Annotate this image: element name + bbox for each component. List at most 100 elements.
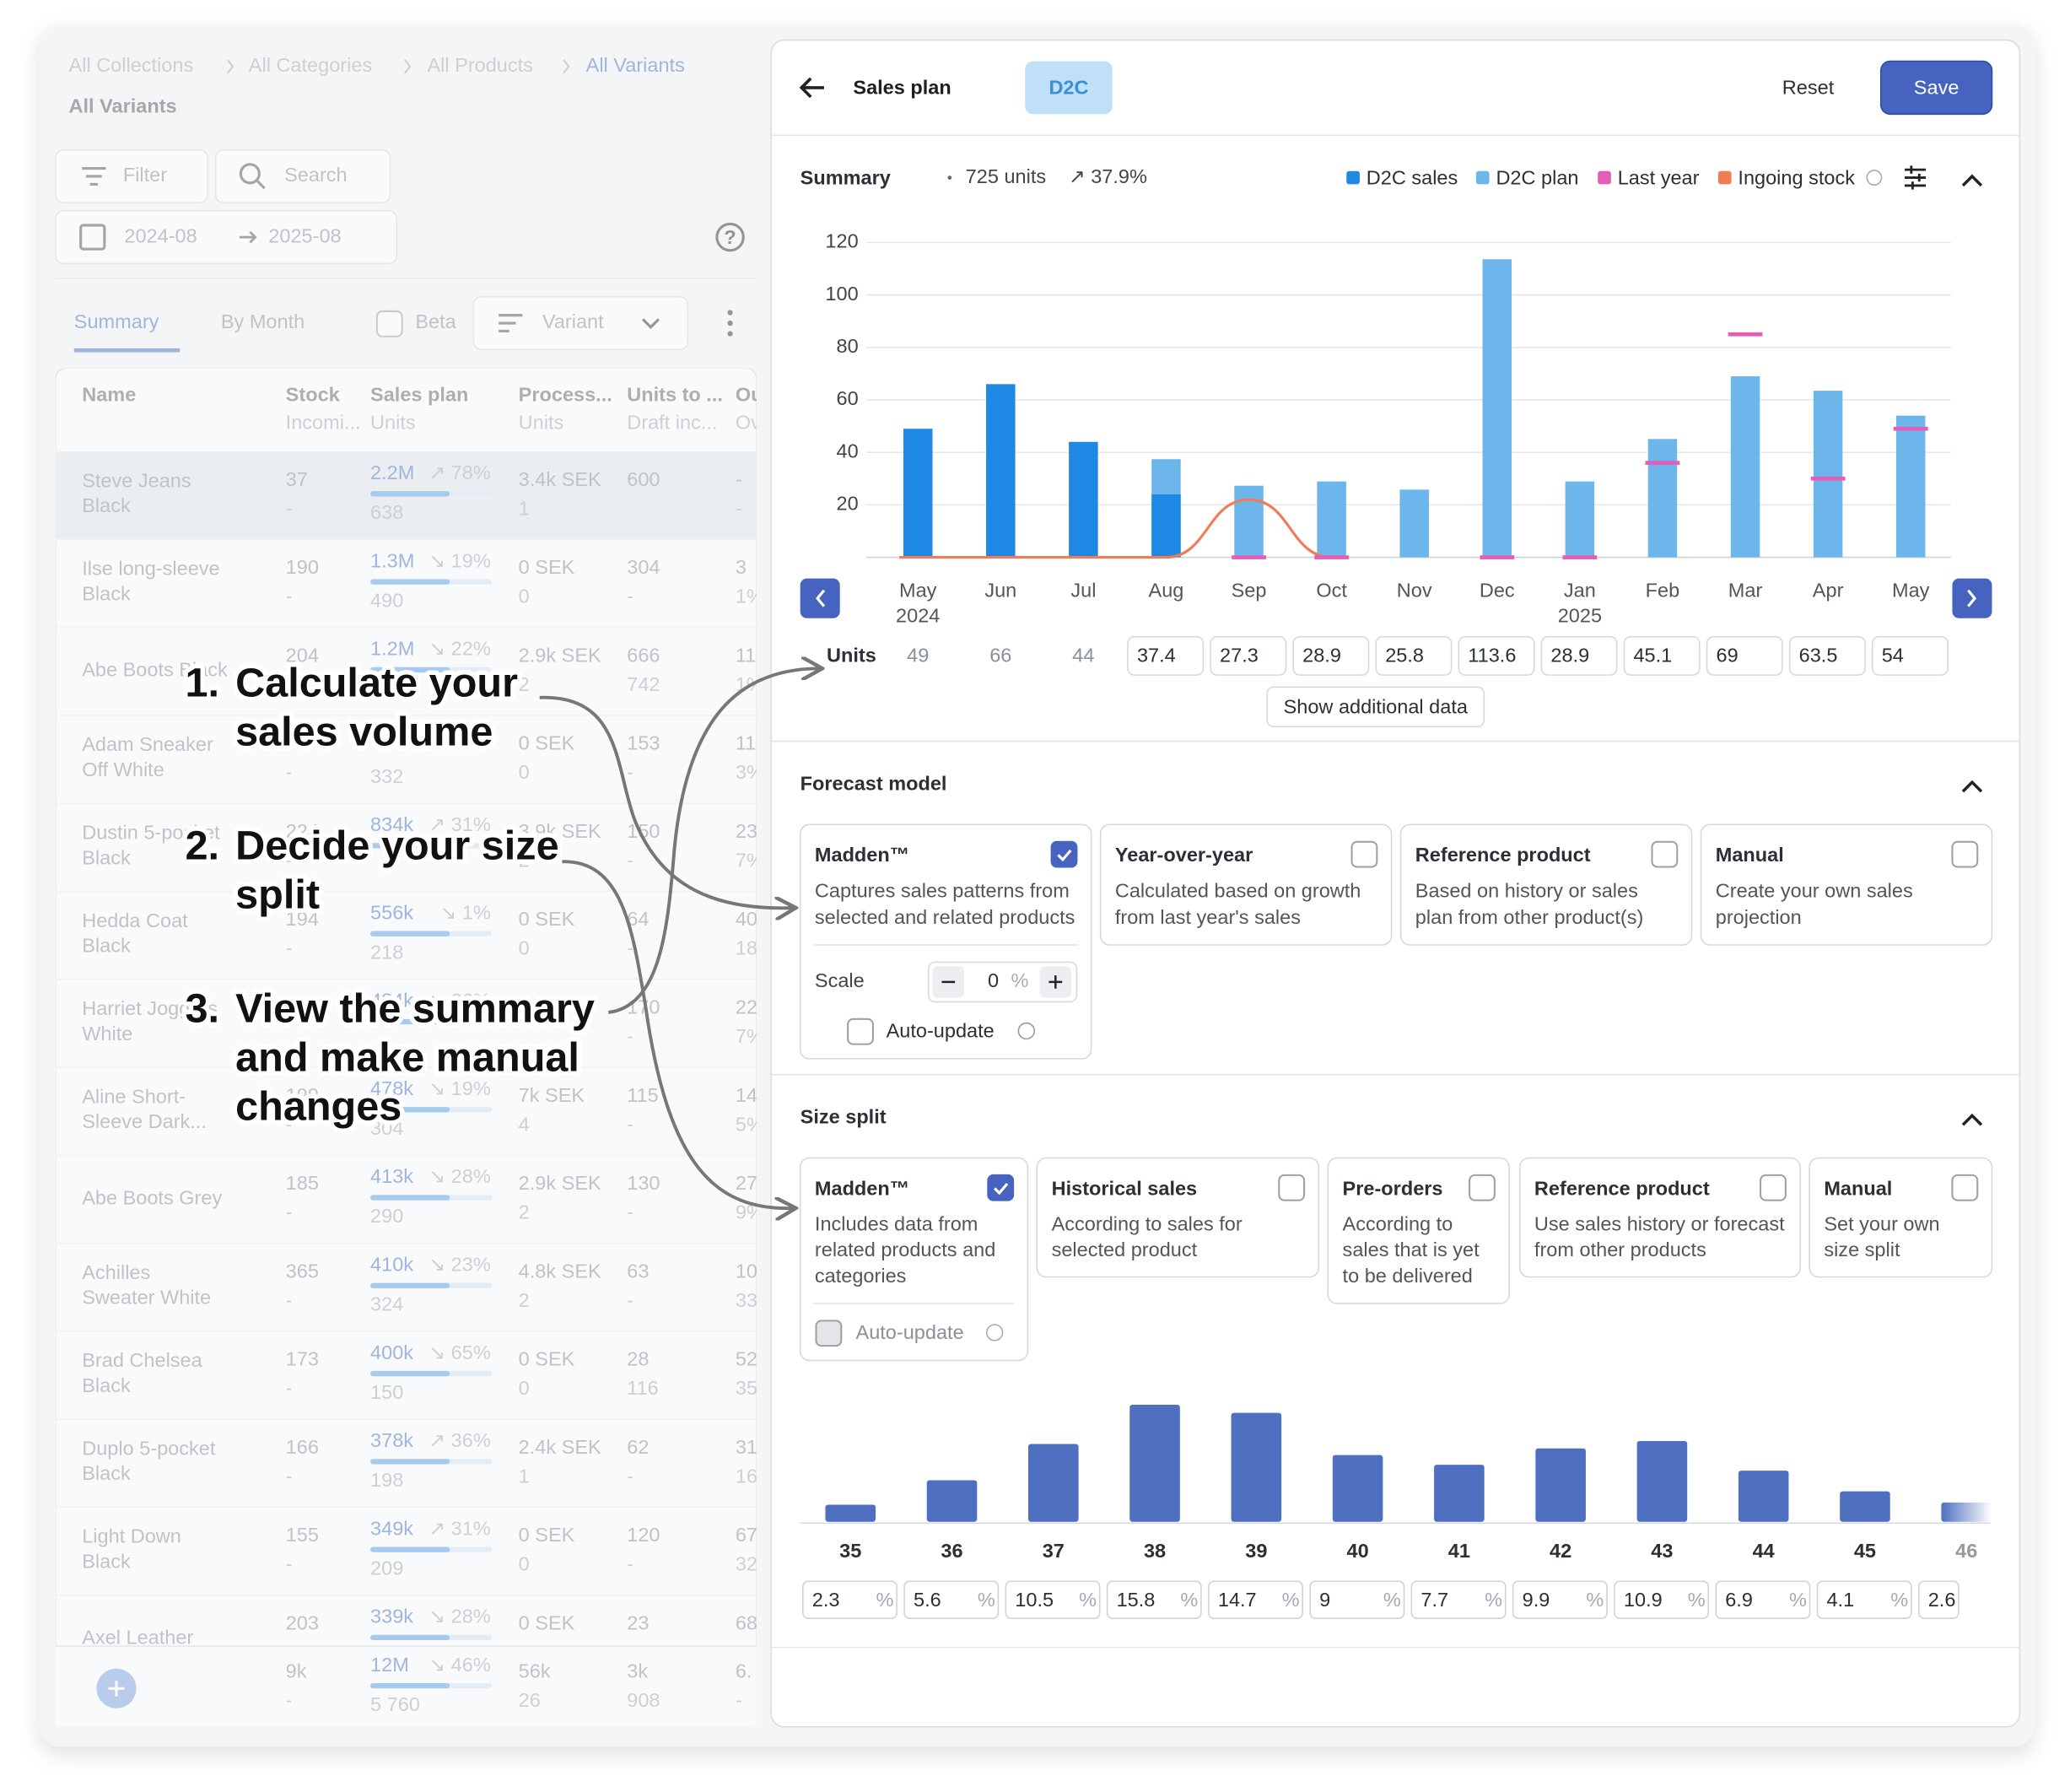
bar — [1730, 375, 1760, 558]
breadcrumb-item: All Products — [427, 54, 532, 76]
split-description: Use sales history or forecast — [1534, 1213, 1785, 1235]
cell: 130 — [627, 1172, 660, 1194]
checkbox[interactable] — [1951, 1174, 1979, 1201]
units-input[interactable] — [1127, 635, 1205, 676]
size-input[interactable] — [1816, 1580, 1912, 1619]
bar — [986, 384, 1016, 558]
units-input-value: 28.9 — [1550, 644, 1589, 666]
model-description: Create your own sales — [1716, 880, 1913, 902]
checkbox[interactable] — [815, 1320, 843, 1347]
size-input[interactable] — [1614, 1580, 1710, 1619]
cell: 742 — [627, 673, 660, 695]
column-header: Process... — [519, 383, 612, 405]
size-input[interactable] — [1512, 1580, 1608, 1619]
search-box[interactable] — [214, 148, 391, 204]
settings-icon[interactable] — [1904, 165, 1927, 190]
checkbox[interactable] — [375, 310, 403, 337]
collapse-icon[interactable] — [1961, 780, 1983, 793]
split-description: According to sales for — [1052, 1213, 1243, 1235]
size-input[interactable] — [903, 1580, 1000, 1619]
checkbox[interactable] — [1278, 1174, 1306, 1201]
checkbox[interactable] — [1350, 840, 1378, 868]
split-card[interactable] — [1327, 1157, 1510, 1304]
units-input[interactable] — [1292, 635, 1370, 676]
scale-unit: % — [1011, 969, 1029, 991]
model-title: Reference product — [1415, 844, 1591, 866]
size-input[interactable] — [1917, 1580, 1959, 1619]
model-description: projection — [1716, 906, 1802, 928]
model-card[interactable] — [1099, 823, 1393, 946]
collapse-icon[interactable] — [1961, 174, 1983, 187]
column-header: Name — [82, 383, 136, 405]
cell: 1.2M — [370, 638, 414, 660]
filter-button[interactable] — [55, 148, 208, 204]
step-text: View the summary — [235, 985, 595, 1031]
plan-progress-fill — [370, 1018, 450, 1025]
model-description: selected and related products — [815, 906, 1075, 928]
units-input[interactable] — [1788, 635, 1866, 676]
cell: 63 — [627, 1260, 649, 1282]
size-input[interactable] — [1309, 1580, 1405, 1619]
units-input[interactable] — [1458, 635, 1535, 676]
tab[interactable]: Summary — [74, 310, 159, 332]
model-card[interactable] — [1700, 823, 1993, 946]
variant-name: Brad Chelsea — [82, 1349, 202, 1371]
split-card[interactable] — [1809, 1157, 1993, 1278]
save-button[interactable] — [1879, 60, 1993, 116]
size-input[interactable] — [1106, 1580, 1202, 1619]
units-input[interactable] — [1871, 635, 1949, 676]
step-text: split — [235, 872, 320, 917]
checkbox[interactable] — [987, 1174, 1015, 1201]
size-input[interactable] — [1715, 1580, 1811, 1619]
size-input[interactable] — [802, 1580, 898, 1619]
split-card[interactable] — [799, 1157, 1029, 1362]
units-value: 49 — [907, 644, 929, 666]
units-input[interactable] — [1210, 635, 1287, 676]
size-input[interactable] — [1208, 1580, 1304, 1619]
summary-units: 725 units — [966, 165, 1046, 187]
checkbox[interactable] — [1651, 840, 1679, 868]
size-input-unit: % — [1890, 1589, 1908, 1611]
cell: - — [286, 1289, 293, 1311]
collapse-icon[interactable] — [1961, 1113, 1983, 1126]
cell: ↘ 28% — [429, 1165, 490, 1187]
units-input[interactable] — [1375, 635, 1453, 676]
cell: 834k — [370, 813, 413, 835]
group-by-select[interactable] — [472, 295, 689, 351]
show-more-button[interactable] — [1266, 686, 1485, 728]
size-label: 41 — [1448, 1540, 1470, 1562]
variant-name: Sleeve Dark... — [82, 1110, 207, 1132]
model-card[interactable] — [1399, 823, 1693, 946]
model-description: Calculated based on growth — [1115, 880, 1361, 902]
model-title: Manual — [1716, 844, 1784, 866]
cell: 209 — [370, 1557, 403, 1579]
units-input[interactable] — [1623, 635, 1701, 676]
checkbox[interactable] — [1951, 840, 1979, 868]
reset-button[interactable]: Reset — [1782, 77, 1835, 99]
save-label: Save — [1914, 77, 1959, 99]
checkbox[interactable] — [1050, 840, 1078, 868]
size-input[interactable] — [1410, 1580, 1507, 1619]
bar — [1482, 259, 1512, 558]
variant-name: Abe Boots Grey — [82, 1186, 222, 1208]
cell: 4 — [519, 1113, 530, 1135]
date-range[interactable] — [55, 209, 398, 265]
plan-progress-fill — [370, 491, 450, 497]
size-bar — [1028, 1444, 1079, 1522]
units-input[interactable] — [1706, 635, 1783, 676]
units-input-value: 69 — [1717, 644, 1738, 666]
split-card[interactable] — [1518, 1157, 1801, 1278]
tab[interactable]: By Month — [221, 310, 305, 332]
checkbox[interactable] — [1760, 1174, 1787, 1201]
checkbox[interactable] — [847, 1017, 874, 1045]
split-card[interactable] — [1036, 1157, 1320, 1278]
chart-nav-button[interactable] — [800, 578, 840, 618]
checkbox[interactable] — [1469, 1174, 1496, 1201]
breadcrumb-separator — [226, 59, 234, 74]
units-input[interactable] — [1540, 635, 1618, 676]
cell: 7% — [736, 1025, 764, 1047]
cell: 332 — [370, 765, 403, 787]
size-input[interactable] — [1005, 1580, 1101, 1619]
chart-nav-button[interactable] — [1952, 578, 1992, 618]
back-button[interactable] — [799, 77, 824, 99]
